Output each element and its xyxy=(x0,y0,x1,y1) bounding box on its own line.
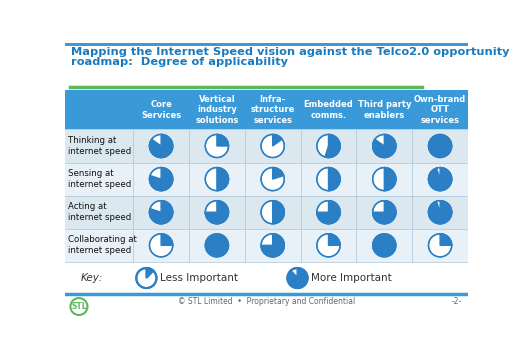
Text: Own-brand
OTT
services: Own-brand OTT services xyxy=(414,95,466,125)
Wedge shape xyxy=(317,201,340,224)
Wedge shape xyxy=(373,201,396,224)
Text: Core
Services: Core Services xyxy=(141,100,181,120)
Text: Acting at
internet speed: Acting at internet speed xyxy=(68,202,132,222)
Text: Third party
enablers: Third party enablers xyxy=(358,100,411,120)
Wedge shape xyxy=(384,167,396,191)
Circle shape xyxy=(428,134,452,158)
Circle shape xyxy=(317,167,340,191)
Circle shape xyxy=(373,167,396,191)
Wedge shape xyxy=(146,268,153,278)
FancyBboxPatch shape xyxy=(65,130,468,163)
Wedge shape xyxy=(272,167,284,179)
FancyBboxPatch shape xyxy=(65,163,468,195)
Text: -2-: -2- xyxy=(451,297,462,306)
Text: More Important: More Important xyxy=(310,273,392,283)
Wedge shape xyxy=(149,167,173,191)
Circle shape xyxy=(317,134,340,158)
Text: Key:: Key: xyxy=(81,273,103,283)
Circle shape xyxy=(205,167,228,191)
Circle shape xyxy=(373,201,396,224)
Circle shape xyxy=(205,234,228,257)
FancyBboxPatch shape xyxy=(65,195,468,229)
Circle shape xyxy=(149,134,173,158)
Circle shape xyxy=(149,201,173,224)
FancyBboxPatch shape xyxy=(65,229,468,262)
Wedge shape xyxy=(373,134,396,158)
Circle shape xyxy=(428,167,452,191)
Text: Sensing at
internet speed: Sensing at internet speed xyxy=(68,169,132,189)
Circle shape xyxy=(373,134,396,158)
Text: Vertical
industry
solutions: Vertical industry solutions xyxy=(195,95,239,125)
Circle shape xyxy=(288,268,307,288)
Circle shape xyxy=(428,234,452,257)
Wedge shape xyxy=(272,201,284,224)
Wedge shape xyxy=(272,134,282,146)
Wedge shape xyxy=(291,268,297,278)
Wedge shape xyxy=(329,234,340,245)
Wedge shape xyxy=(149,134,173,158)
Wedge shape xyxy=(440,234,452,245)
Wedge shape xyxy=(325,134,340,158)
Wedge shape xyxy=(149,201,173,224)
Circle shape xyxy=(136,268,157,288)
Text: Less Important: Less Important xyxy=(160,273,238,283)
Circle shape xyxy=(317,234,340,257)
Text: Mapping the Internet Speed vision against the Telco2.0 opportunity: Mapping the Internet Speed vision agains… xyxy=(71,47,510,57)
FancyBboxPatch shape xyxy=(65,262,468,294)
Wedge shape xyxy=(217,167,228,191)
FancyBboxPatch shape xyxy=(65,42,468,45)
Text: Infra-
structure
services: Infra- structure services xyxy=(251,95,295,125)
Wedge shape xyxy=(428,167,452,191)
Text: © STL Limited  •  Proprietary and Confidential: © STL Limited • Proprietary and Confiden… xyxy=(178,297,355,306)
Circle shape xyxy=(317,201,340,224)
Circle shape xyxy=(205,234,228,257)
Text: Embedded
comms.: Embedded comms. xyxy=(304,100,354,120)
Text: Collaborating at
internet speed: Collaborating at internet speed xyxy=(68,235,137,255)
Circle shape xyxy=(149,167,173,191)
Circle shape xyxy=(149,234,173,257)
Text: Thinking at
internet speed: Thinking at internet speed xyxy=(68,136,132,156)
FancyBboxPatch shape xyxy=(65,90,468,130)
Circle shape xyxy=(261,134,284,158)
Circle shape xyxy=(373,234,396,257)
Circle shape xyxy=(261,234,284,257)
Wedge shape xyxy=(261,234,284,257)
Text: STL: STL xyxy=(71,302,87,311)
Wedge shape xyxy=(161,234,173,245)
Circle shape xyxy=(428,201,452,224)
Wedge shape xyxy=(217,134,228,146)
Wedge shape xyxy=(205,201,228,224)
Circle shape xyxy=(373,234,396,257)
Circle shape xyxy=(261,167,284,191)
Wedge shape xyxy=(329,167,340,191)
Wedge shape xyxy=(428,201,452,224)
Circle shape xyxy=(205,134,228,158)
Circle shape xyxy=(428,134,452,158)
Circle shape xyxy=(205,201,228,224)
Text: roadmap:  Degree of applicability: roadmap: Degree of applicability xyxy=(71,57,288,67)
Circle shape xyxy=(261,201,284,224)
